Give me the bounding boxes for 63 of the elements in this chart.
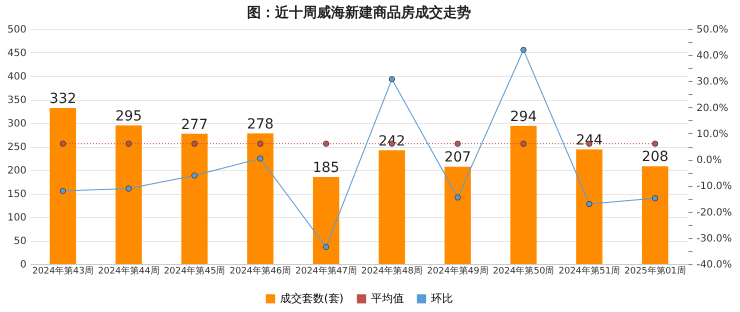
point	[60, 188, 66, 194]
bar	[247, 133, 274, 264]
y-tick-label: 450	[7, 48, 26, 59]
y-tick-label: 0	[20, 260, 26, 270]
bar	[312, 177, 340, 264]
y-tick-label: 50	[14, 236, 26, 247]
x-tick-label: 2024年第51周	[558, 266, 620, 276]
x-tick-label: 2025年第01周	[624, 266, 686, 276]
bar	[116, 125, 142, 264]
data-label: 295	[115, 108, 142, 124]
y2-tick-label: -30.0%	[696, 233, 732, 244]
data-label: 208	[642, 149, 668, 166]
legend-label: 成交套数(套)	[280, 292, 344, 305]
y-tick-label: 400	[7, 72, 26, 82]
x-tick-label: 2024年第48周	[361, 266, 423, 276]
y2-tick-label: 10.0%	[696, 128, 728, 140]
y-tick-label: 350	[7, 95, 26, 106]
point	[454, 194, 461, 200]
bar	[50, 108, 76, 264]
x-tick-label: 2024年第49周	[427, 266, 488, 276]
bar	[576, 149, 602, 264]
y2-tick-label: 0.0%	[696, 155, 722, 166]
bar	[378, 150, 406, 264]
legend-label: 平均值	[371, 292, 404, 305]
y-tick-label: 300	[7, 118, 26, 130]
y2-tick-label: -20.0%	[696, 207, 732, 218]
x-tick-label: 2024年第46周	[230, 266, 291, 276]
data-label: 207	[444, 150, 472, 166]
point	[586, 200, 592, 207]
y-tick-label: 100	[7, 212, 26, 224]
point	[652, 195, 658, 202]
x-tick-label: 2024年第43周	[32, 266, 94, 276]
bar	[181, 134, 208, 264]
bar	[642, 166, 668, 264]
x-tick-label: 2024年第47周	[295, 266, 357, 276]
x-tick-label: 2024年第44周	[98, 266, 160, 276]
data-label: 277	[181, 116, 208, 133]
data-label: 185	[312, 160, 340, 176]
point	[257, 155, 264, 162]
y-tick-label: 150	[7, 189, 26, 200]
chart-title: 图：近十周威海新建商品房成交走势	[247, 4, 471, 21]
y-tick-label: 200	[7, 166, 26, 176]
y-tick-label: 250	[7, 142, 26, 153]
y-tick-label: 500	[7, 24, 26, 36]
bar	[510, 126, 537, 264]
bar	[444, 166, 471, 264]
y2-tick-label: -40.0%	[696, 260, 732, 270]
point	[191, 172, 198, 179]
legend-label: 环比	[431, 292, 453, 305]
x-tick-label: 2024年第45周	[164, 266, 226, 276]
data-label: 332	[50, 90, 76, 107]
data-label: 278	[246, 116, 274, 132]
y2-tick-label: 40.0%	[696, 50, 728, 62]
point	[388, 76, 395, 82]
y2-tick-label: -10.0%	[696, 181, 732, 192]
point	[126, 186, 132, 192]
point	[520, 46, 527, 53]
point	[323, 244, 330, 250]
y2-tick-label: 30.0%	[696, 76, 728, 88]
y2-tick-label: 50.0%	[696, 24, 728, 36]
x-tick-label: 2024年第50周	[492, 266, 554, 276]
y2-tick-label: 20.0%	[696, 102, 728, 114]
data-label: 294	[510, 108, 537, 125]
